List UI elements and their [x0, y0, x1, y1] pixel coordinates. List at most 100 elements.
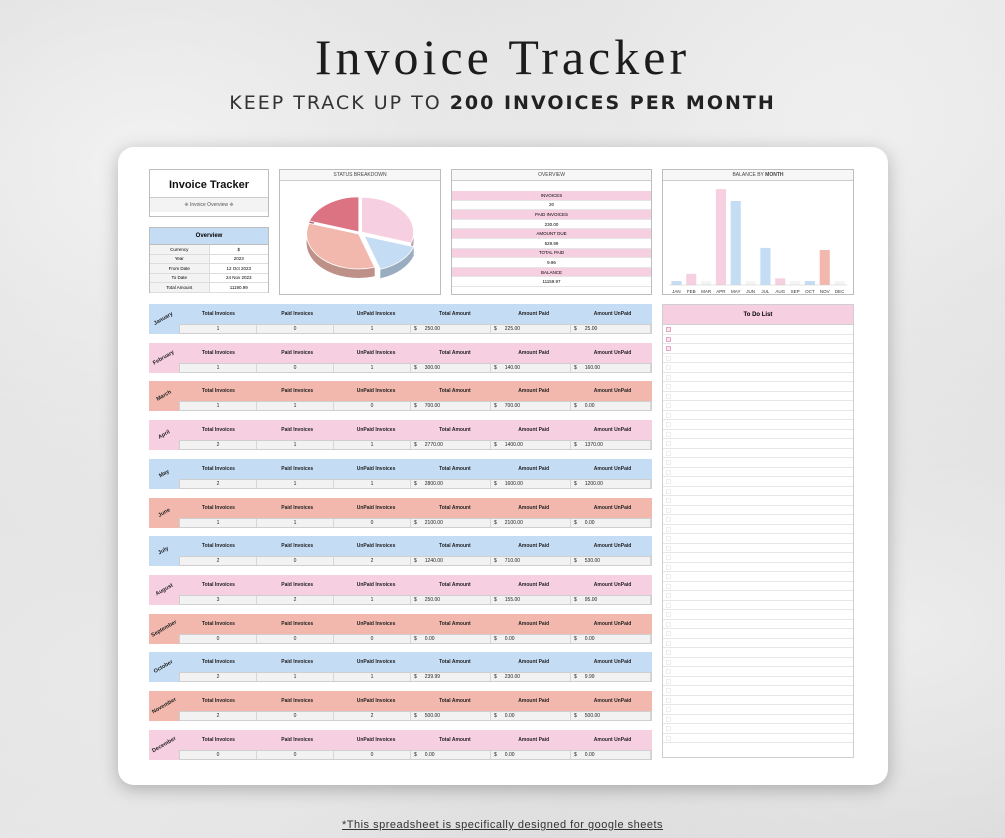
amount-cell[interactable]: $1400.00: [491, 441, 571, 450]
bar-dec[interactable]: [834, 281, 845, 285]
todo-row[interactable]: [663, 401, 853, 411]
todo-row[interactable]: [663, 363, 853, 373]
todo-row[interactable]: [663, 515, 853, 525]
bar-sep[interactable]: [790, 281, 801, 285]
count-cell[interactable]: 0: [334, 634, 411, 643]
bar-aug[interactable]: [775, 278, 786, 285]
todo-checkbox[interactable]: [666, 384, 671, 389]
todo-checkbox[interactable]: [666, 678, 671, 684]
todo-row[interactable]: [663, 724, 853, 734]
count-cell[interactable]: 0: [180, 750, 257, 759]
bar-mar[interactable]: [701, 281, 712, 285]
todo-row[interactable]: [663, 344, 853, 354]
amount-cell[interactable]: $0.00: [571, 402, 651, 411]
todo-checkbox[interactable]: [666, 697, 671, 703]
todo-row[interactable]: [663, 667, 853, 677]
todo-row[interactable]: [663, 382, 853, 392]
todo-checkbox[interactable]: [666, 422, 671, 427]
todo-row[interactable]: [663, 705, 853, 715]
todo-row[interactable]: [663, 496, 853, 506]
amount-cell[interactable]: $160.00: [571, 363, 651, 372]
todo-checkbox[interactable]: [666, 716, 671, 722]
amount-cell[interactable]: $300.00: [411, 363, 491, 372]
amount-cell[interactable]: $0.00: [491, 634, 571, 643]
amount-cell[interactable]: $0.00: [571, 634, 651, 643]
amount-cell[interactable]: $700.00: [491, 402, 571, 411]
todo-checkbox[interactable]: [666, 602, 671, 608]
todo-row[interactable]: [663, 677, 853, 686]
todo-row[interactable]: [663, 373, 853, 382]
count-cell[interactable]: 1: [180, 402, 257, 411]
bar-jun[interactable]: [745, 281, 756, 285]
todo-row[interactable]: [663, 335, 853, 344]
todo-row[interactable]: [663, 553, 853, 563]
todo-row[interactable]: [663, 686, 853, 696]
todo-checkbox[interactable]: [666, 574, 671, 579]
todo-row[interactable]: [663, 458, 853, 468]
count-cell[interactable]: 1: [257, 518, 334, 527]
todo-row[interactable]: [663, 392, 853, 401]
todo-checkbox[interactable]: [666, 431, 671, 437]
pie-slice-2[interactable]: [306, 222, 376, 270]
todo-row[interactable]: [663, 525, 853, 534]
todo-checkbox[interactable]: [666, 555, 671, 560]
count-cell[interactable]: 2: [180, 673, 257, 682]
amount-cell[interactable]: $0.00: [411, 634, 491, 643]
todo-row[interactable]: [663, 582, 853, 591]
todo-checkbox[interactable]: [666, 564, 671, 570]
amount-cell[interactable]: $530.00: [571, 557, 651, 566]
pie-slice-3[interactable]: [308, 196, 360, 233]
amount-cell[interactable]: $0.00: [571, 750, 651, 759]
count-cell[interactable]: 0: [334, 402, 411, 411]
count-cell[interactable]: 0: [257, 557, 334, 566]
todo-row[interactable]: [663, 420, 853, 430]
bar-jan[interactable]: [671, 281, 682, 285]
amount-cell[interactable]: $95.00: [571, 595, 651, 604]
todo-checkbox[interactable]: [666, 688, 671, 693]
count-cell[interactable]: 0: [257, 634, 334, 643]
count-cell[interactable]: 1: [180, 325, 257, 333]
amount-cell[interactable]: $239.99: [411, 673, 491, 682]
bar-oct[interactable]: [804, 281, 815, 285]
todo-row[interactable]: [663, 591, 853, 601]
pie-slice-0[interactable]: [361, 196, 415, 244]
todo-row[interactable]: [663, 610, 853, 620]
bar-nov[interactable]: [819, 250, 830, 285]
todo-row[interactable]: [663, 639, 853, 648]
count-cell[interactable]: 0: [257, 712, 334, 720]
todo-checkbox[interactable]: [666, 365, 671, 370]
amount-cell[interactable]: $1600.00: [491, 479, 571, 488]
todo-row[interactable]: [663, 563, 853, 572]
todo-checkbox[interactable]: [666, 374, 671, 380]
todo-checkbox[interactable]: [666, 583, 671, 589]
todo-checkbox[interactable]: [666, 412, 671, 418]
amount-cell[interactable]: $0.00: [571, 518, 651, 527]
overview-value[interactable]: 2023: [233, 256, 244, 262]
overview-value[interactable]: 12 Oct 2023: [226, 265, 252, 271]
todo-row[interactable]: [663, 325, 853, 335]
count-cell[interactable]: 2: [257, 595, 334, 604]
todo-checkbox[interactable]: [666, 336, 671, 342]
amount-cell[interactable]: $225.00: [491, 325, 571, 333]
todo-row[interactable]: [663, 715, 853, 724]
todo-checkbox[interactable]: [666, 621, 671, 627]
todo-checkbox[interactable]: [666, 593, 671, 598]
todo-checkbox[interactable]: [666, 659, 671, 665]
todo-row[interactable]: [663, 534, 853, 544]
todo-checkbox[interactable]: [666, 403, 671, 408]
count-cell[interactable]: 1: [334, 479, 411, 488]
todo-row[interactable]: [663, 468, 853, 477]
todo-row[interactable]: [663, 544, 853, 553]
amount-cell[interactable]: $1370.00: [571, 441, 651, 450]
todo-checkbox[interactable]: [666, 640, 671, 646]
amount-cell[interactable]: $25.00: [571, 325, 651, 333]
overview-value[interactable]: $: [237, 246, 240, 252]
amount-cell[interactable]: $0.00: [411, 750, 491, 759]
amount-cell[interactable]: $0.00: [491, 750, 571, 759]
todo-row[interactable]: [663, 439, 853, 449]
todo-row[interactable]: [663, 430, 853, 439]
todo-checkbox[interactable]: [666, 735, 671, 741]
count-cell[interactable]: 3: [180, 595, 257, 604]
todo-checkbox[interactable]: [666, 650, 671, 655]
count-cell[interactable]: 0: [257, 750, 334, 759]
